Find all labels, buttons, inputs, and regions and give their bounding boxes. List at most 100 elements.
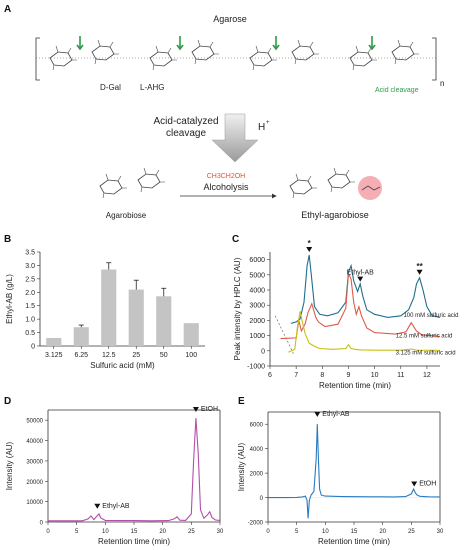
- unit-label-dgal: D-Gal: [100, 83, 121, 92]
- ethyl-group: [361, 185, 381, 191]
- x-axis-label: Retention time (min): [98, 537, 170, 546]
- peak-label-etoh: EtOH: [201, 406, 218, 413]
- x-axis-label: Retention time (min): [319, 381, 391, 390]
- y-tick-label: 3000: [249, 303, 265, 310]
- bar: [46, 337, 62, 346]
- cleavage-big-arrow: [211, 113, 259, 163]
- bar: [73, 327, 89, 346]
- y-tick-label: -1000: [247, 364, 265, 371]
- peak-label-double-star: **: [416, 262, 423, 271]
- y-tick-label: 0: [261, 348, 265, 355]
- x-tick-label: 50: [160, 352, 168, 359]
- x-tick-label: 5: [295, 529, 299, 535]
- peak-label-star: *: [308, 239, 312, 248]
- y-tick-label: 6000: [249, 257, 265, 264]
- panel-c: C -1000 0 1000 2000 3000 4000 5000 6000 6 7 8 9 10 11…: [232, 234, 458, 390]
- y-tick-label: 2.0: [25, 290, 35, 297]
- ethyl-agarobiose-structure: [289, 167, 382, 200]
- chart-c: -1000 0 1000 2000 3000 4000 5000 6000 6 7 8 9 10 11 12…: [233, 239, 458, 390]
- y-tick-label: 2.5: [25, 276, 35, 283]
- x-tick-label: 5: [75, 529, 79, 535]
- x-tick-label: 10: [371, 372, 379, 379]
- x-tick-label: 3.125: [45, 352, 63, 359]
- chromatogram-line: [268, 424, 441, 519]
- agarose-label: Agarose: [213, 14, 247, 24]
- cleavage-arrows: [76, 36, 376, 51]
- series-label: 12.5 mM sulfuric acid: [396, 334, 453, 340]
- panel-d: D 0 10000 20000 30000 40000 50000 0 5 10 15 20 25 30…: [4, 396, 224, 546]
- unit-label-lahg: L-AHG: [140, 83, 164, 92]
- x-tick-label: 25: [188, 529, 195, 535]
- chromatogram-line: [280, 273, 441, 340]
- x-tick-label: 20: [159, 529, 166, 535]
- sugar-unit-3: [249, 39, 320, 71]
- x-tick-label: 30: [437, 529, 444, 535]
- y-tick-label: 0.5: [25, 330, 35, 337]
- acid-cleavage-label: Acid cleavage: [375, 87, 419, 94]
- peak-label-etoh: EtOH: [419, 481, 436, 488]
- proton-label: H: [258, 122, 265, 133]
- repeat-subscript: n: [440, 79, 444, 88]
- peak-marker-ethyl-ab: [357, 276, 364, 282]
- x-tick-label: 6: [268, 372, 272, 379]
- y-tick-label: 10000: [26, 500, 43, 506]
- peak-marker-etoh: [192, 407, 199, 413]
- peak-marker-etoh: [411, 481, 418, 487]
- peak-label-ethyl-ab: Ethyl-AB: [322, 411, 350, 418]
- bar: [101, 269, 117, 346]
- x-tick-label: 12.5: [102, 352, 116, 359]
- bar: [156, 296, 172, 346]
- bar: [183, 323, 199, 346]
- cleavage-arrow-4: [368, 36, 376, 51]
- x-tick-label: 10: [322, 529, 329, 535]
- bracket-right: [432, 37, 437, 81]
- agarobiose-structure: [99, 167, 166, 199]
- x-axis-label: Retention time (min): [318, 537, 390, 546]
- agarobiose-label: Agarobiose: [106, 211, 147, 220]
- x-tick-label: 8: [320, 372, 324, 379]
- x-tick-label: 12: [423, 372, 431, 379]
- y-tick-label: 1000: [249, 333, 265, 340]
- sugar-unit-1: [49, 39, 120, 71]
- y-tick-label: 0: [260, 496, 264, 502]
- alcoholysis-label: Alcoholysis: [203, 182, 249, 192]
- y-tick-label: 4000: [250, 447, 264, 453]
- y-tick-label: 2000: [250, 472, 264, 478]
- panel-a-letter: A: [4, 4, 11, 15]
- y-axis-label: Ethyl-AB (g/L): [5, 274, 14, 324]
- series-label: 100 mM sulfuric acid: [403, 313, 458, 319]
- peak-marker-double-star: [416, 269, 423, 275]
- y-tick-label: 1.5: [25, 303, 35, 310]
- y-tick-label: 2000: [249, 318, 265, 325]
- ethyl-highlight: [358, 176, 382, 200]
- step-label-line2: cleavage: [166, 128, 206, 139]
- panel-b-letter: B: [4, 234, 11, 245]
- step-label-line1: Acid-catalyzed: [153, 116, 218, 127]
- chart-b: 0 0.5 1.0 1.5 2.0 2.5 3.0 3.5 Sulfuric acid (mM)…: [5, 250, 205, 370]
- bracket-left: [35, 37, 40, 81]
- y-tick-label: 5000: [249, 272, 265, 279]
- peak-marker-star: [306, 247, 313, 252]
- x-tick-label: 10: [102, 529, 109, 535]
- x-tick-label: 7: [294, 372, 298, 379]
- peak-label-ethyl-ab: Ethyl-AB: [347, 270, 375, 277]
- x-tick-label: 15: [351, 529, 358, 535]
- sugar-unit-2: [149, 39, 220, 71]
- chart-d: 0 10000 20000 30000 40000 50000 0 5 10 15 20 25 30 Re…: [5, 406, 224, 546]
- y-axis-label: Peak intensity by HPLC (AU): [233, 257, 242, 360]
- cleavage-arrow-1: [76, 36, 84, 51]
- y-tick-label: 1.0: [25, 317, 35, 324]
- y-tick-label: 3.5: [25, 250, 35, 257]
- x-tick-label: 15: [131, 529, 138, 535]
- y-tick-label: 30000: [26, 459, 43, 465]
- x-tick-label: 6.25: [74, 352, 88, 359]
- y-axis-label: Intensity (AU): [5, 441, 14, 490]
- y-tick-label: 0: [40, 521, 44, 527]
- cleavage-arrow-2: [176, 36, 184, 51]
- y-axis-label: Intensity (AU): [237, 442, 246, 491]
- x-tick-label: 30: [217, 529, 224, 535]
- x-tick-label: 0: [266, 529, 270, 535]
- cleavage-arrow-3: [272, 36, 280, 51]
